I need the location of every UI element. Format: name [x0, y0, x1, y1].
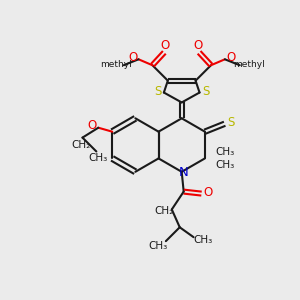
- Text: O: O: [194, 39, 203, 52]
- Text: O: O: [204, 186, 213, 199]
- Text: S: S: [154, 85, 162, 98]
- Text: O: O: [226, 51, 236, 64]
- Text: N: N: [179, 166, 189, 179]
- Text: methyl: methyl: [233, 60, 265, 69]
- Text: O: O: [88, 119, 97, 132]
- Text: S: S: [227, 116, 234, 129]
- Text: CH₃: CH₃: [148, 241, 168, 251]
- Text: CH₃: CH₃: [193, 235, 212, 245]
- Text: O: O: [128, 51, 137, 64]
- Text: CH₃: CH₃: [215, 160, 234, 170]
- Text: S: S: [202, 85, 209, 98]
- Text: O: O: [161, 39, 170, 52]
- Text: methyl: methyl: [100, 60, 132, 69]
- Text: CH₂: CH₂: [154, 206, 173, 216]
- Text: CH₂: CH₂: [72, 140, 91, 150]
- Text: CH₃: CH₃: [215, 148, 234, 158]
- Text: CH₃: CH₃: [89, 153, 108, 164]
